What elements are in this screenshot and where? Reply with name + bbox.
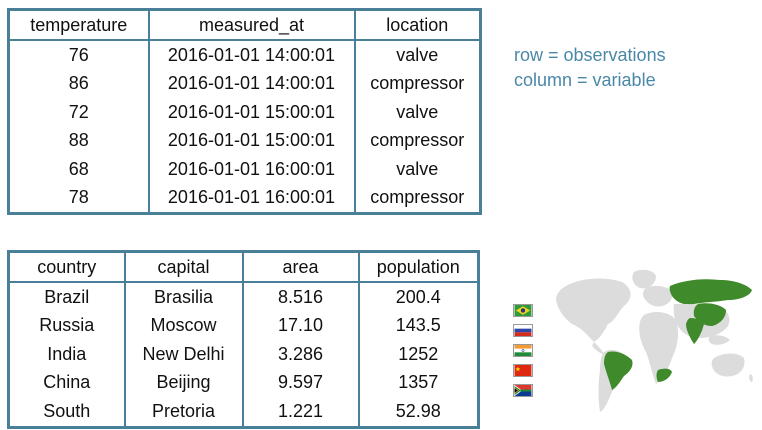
- table-cell: valve: [353, 40, 481, 70]
- note-line-rows: row = observations: [514, 45, 666, 65]
- china-flag-icon: [513, 364, 533, 377]
- table-cell: 9.597: [241, 368, 359, 397]
- table-cell: 2016-01-01 16:00:01: [147, 183, 355, 214]
- south-africa-flag-icon: [513, 384, 533, 397]
- southeast-asia-landmass: [708, 335, 730, 345]
- table-row: 76 2016-01-01 14:00:01 valve: [9, 40, 481, 70]
- russia-flag-icon: [513, 324, 533, 337]
- greenland-landmass: [632, 269, 656, 289]
- india-highlight: [686, 318, 704, 344]
- table-cell: India: [47, 343, 87, 364]
- table-cell: 78: [68, 187, 89, 208]
- table-cell: Moscow: [123, 311, 243, 340]
- table-cell: valve: [353, 98, 481, 127]
- table-row: 78 2016-01-01 16:00:01 compressor: [9, 183, 481, 214]
- table-row: Russia Moscow 17.10 143.5: [9, 311, 479, 340]
- brazil-flag-icon: [513, 304, 533, 317]
- table-row: 88 2016-01-01 15:00:01 compressor: [9, 126, 481, 155]
- table-row: South Pretoria 1.221 52.98: [9, 397, 479, 427]
- table-cell: China: [43, 372, 91, 393]
- table-row: 86 2016-01-01 14:00:01 compressor: [9, 69, 481, 98]
- table-cell: 1.221: [241, 397, 359, 427]
- table-cell: Brasilia: [123, 282, 243, 312]
- country-table: country capital area population Brazil B…: [7, 250, 480, 429]
- north-america-landmass: [556, 278, 631, 342]
- world-map-image: [556, 269, 753, 412]
- table-row: 72 2016-01-01 15:00:01 valve: [9, 98, 481, 127]
- column-header: temperature: [8, 9, 149, 41]
- south-africa-highlight: [656, 368, 672, 382]
- table-cell: South: [43, 400, 91, 421]
- table-header-row: temperature measured_at location: [8, 9, 481, 41]
- africa-landmass: [639, 312, 679, 384]
- tidy-data-note: row = observations column = variable: [514, 43, 666, 93]
- sensor-table: temperature measured_at location 76 2016…: [7, 8, 482, 215]
- column-header: country: [8, 251, 125, 283]
- europe-landmass: [642, 285, 673, 307]
- table-cell: 52.98: [357, 397, 479, 427]
- table-cell: 68: [68, 158, 89, 179]
- table-cell: New Delhi: [123, 340, 243, 369]
- table-row: Brazil Brasilia 8.516 200.4: [9, 282, 479, 312]
- table-cell: 17.10: [241, 311, 359, 340]
- table-header-row: country capital area population: [8, 251, 479, 283]
- table-cell: Russia: [39, 315, 95, 336]
- flag-column: [513, 304, 533, 404]
- brazil-highlight: [604, 351, 633, 390]
- table-cell: Beijing: [123, 368, 243, 397]
- table-cell: 3.286: [241, 340, 359, 369]
- table-cell: compressor: [353, 126, 481, 155]
- table-cell: 2016-01-01 14:00:01: [147, 69, 355, 98]
- central-america-landmass: [592, 342, 604, 354]
- table-cell: 88: [68, 130, 89, 151]
- new-zealand-landmass: [749, 374, 753, 382]
- column-header: area: [241, 251, 359, 283]
- table-cell: 76: [68, 44, 89, 65]
- table-cell: 8.516: [241, 282, 359, 312]
- column-header: measured_at: [147, 9, 355, 41]
- column-header: population: [357, 251, 479, 283]
- table-cell: compressor: [353, 69, 481, 98]
- table-row: China Beijing 9.597 1357: [9, 368, 479, 397]
- china-highlight: [693, 303, 726, 326]
- table-cell: 200.4: [357, 282, 479, 312]
- column-header: capital: [123, 251, 243, 283]
- table-cell: 2016-01-01 15:00:01: [147, 98, 355, 127]
- table-cell: 1357: [357, 368, 479, 397]
- note-line-columns: column = variable: [514, 70, 656, 90]
- table-cell: 72: [68, 101, 89, 122]
- table-cell: 2016-01-01 15:00:01: [147, 126, 355, 155]
- table-row: 68 2016-01-01 16:00:01 valve: [9, 155, 481, 184]
- table-cell: 2016-01-01 16:00:01: [147, 155, 355, 184]
- column-header: location: [353, 9, 481, 41]
- table-cell: 2016-01-01 14:00:01: [147, 40, 355, 70]
- table-cell: compressor: [353, 183, 481, 214]
- table-cell: 86: [68, 73, 89, 94]
- russia-highlight: [669, 279, 752, 305]
- table-cell: valve: [353, 155, 481, 184]
- australia-landmass: [711, 353, 745, 377]
- table-cell: Brazil: [44, 286, 90, 307]
- table-cell: Pretoria: [123, 397, 243, 427]
- india-flag-icon: [513, 344, 533, 357]
- table-cell: 1252: [357, 340, 479, 369]
- table-row: India New Delhi 3.286 1252: [9, 340, 479, 369]
- table-cell: 143.5: [357, 311, 479, 340]
